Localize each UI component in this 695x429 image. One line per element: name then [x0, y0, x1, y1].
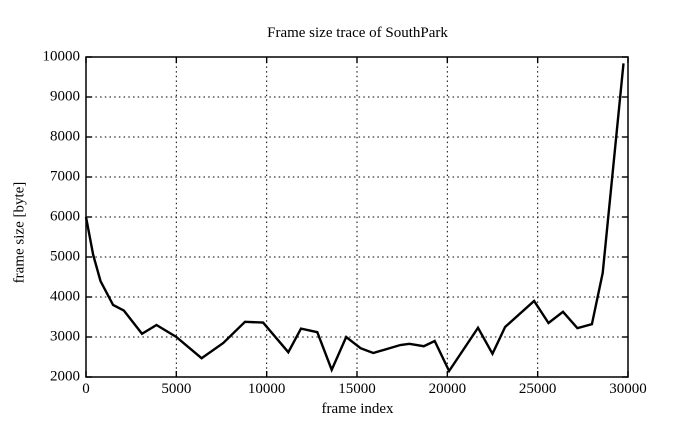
- x-tick-label: 20000: [428, 381, 467, 397]
- y-tick-label: 5000: [50, 248, 80, 265]
- y-tick-label: 3000: [50, 328, 80, 345]
- data-line: [84, 63, 625, 374]
- y-tick-label: 9000: [50, 88, 80, 105]
- x-tick-label: 25000: [518, 381, 557, 397]
- chart-title: Frame size trace of SouthPark: [267, 25, 448, 41]
- y-tick-label: 4000: [50, 288, 80, 305]
- y-tick-label: 10000: [42, 48, 81, 65]
- y-tick-label: 6000: [50, 208, 80, 225]
- grid-lines: [86, 57, 628, 377]
- x-tick-label: 15000: [338, 381, 376, 397]
- x-tick-label: 5000: [161, 381, 192, 397]
- x-axis-label: frame index: [321, 401, 394, 417]
- y-tick-label: 8000: [50, 128, 80, 145]
- x-tick-label: 0: [82, 381, 90, 397]
- x-tick-label: 10000: [247, 381, 286, 397]
- y-tick-label: 2000: [50, 368, 80, 385]
- y-tick-label: 7000: [50, 168, 80, 185]
- x-tick-label: 30000: [609, 381, 647, 397]
